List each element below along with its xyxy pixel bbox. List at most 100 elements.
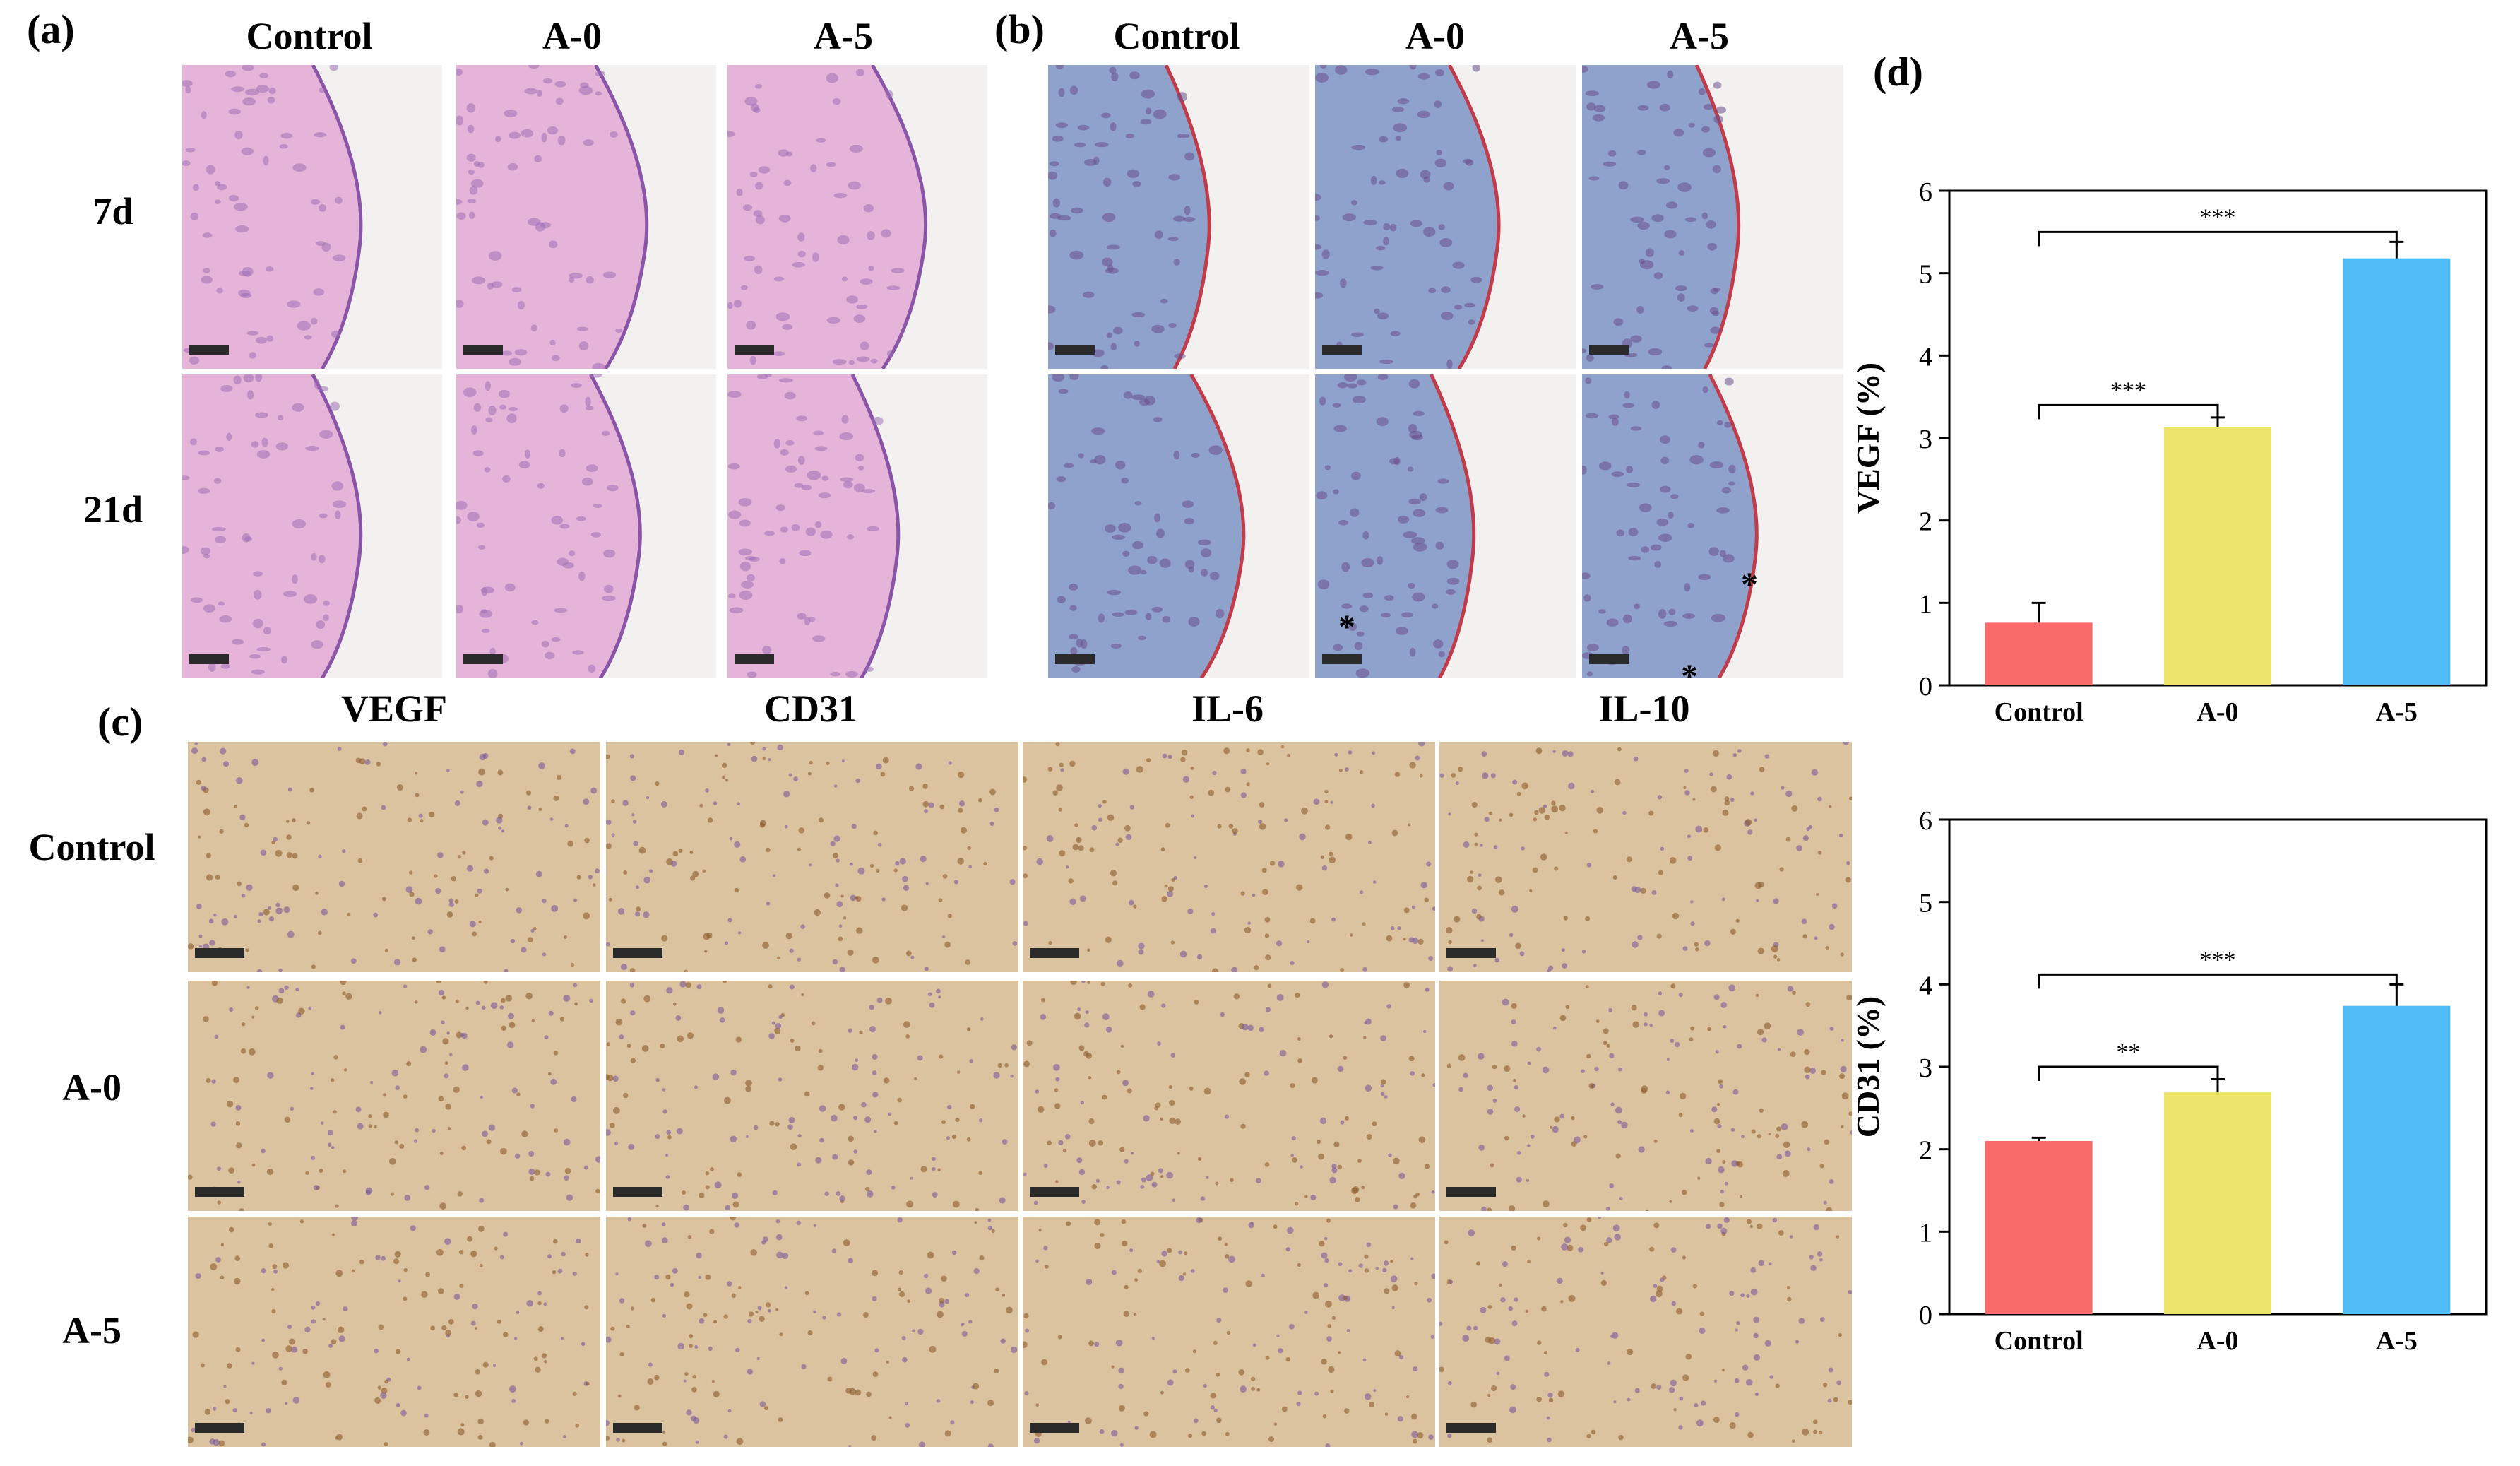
scale-bar: [1055, 345, 1095, 355]
significance-bracket: [2038, 403, 2219, 420]
panel-a-row-21d: 21d: [83, 488, 143, 531]
scale-bar: [1030, 948, 1079, 958]
significance-label: **: [2116, 1039, 2140, 1065]
y-tick-label: 4: [1919, 342, 1932, 372]
scale-bar: [189, 345, 229, 355]
y-tick-label: 2: [1919, 1136, 1932, 1166]
significance-bracket: [2038, 973, 2398, 989]
panel-b-col-a0: A-0: [1405, 15, 1465, 57]
scale-bar: [613, 1187, 662, 1197]
scale-bar: [463, 345, 503, 355]
significance-label: ***: [2200, 947, 2236, 973]
bar: [1985, 1141, 2093, 1314]
panel-c-row-control: Control: [28, 826, 155, 868]
y-tick-label: 3: [1919, 425, 1932, 454]
panel-c-row-a0: A-0: [62, 1066, 121, 1109]
panel-c-micrograph-1-1: [606, 981, 1018, 1211]
vegf-chart: 0 1 2 3 4 5 6 VEGF (%) Control A-0 A-5 *** ***: [1836, 162, 2514, 756]
x-tick-label: Control: [1995, 1326, 2084, 1356]
scale-bar: [1055, 654, 1095, 664]
panel-c-micrograph-0-3: [1439, 742, 1852, 972]
panel-a-micrograph-0-2: [727, 65, 987, 369]
x-tick-label: Control: [1995, 697, 2084, 727]
panel-c-micrograph-1-3: [1439, 981, 1852, 1211]
panel-c-col-cd31: CD31: [764, 687, 857, 730]
panel-c-micrograph-2-3: [1439, 1217, 1852, 1447]
x-tick-label: A-0: [2197, 1326, 2238, 1356]
bar: [1985, 622, 2093, 685]
panel-c-micrograph-2-0: [188, 1217, 600, 1447]
y-axis-label: CD31 (%): [1850, 996, 1886, 1138]
panel-a-micrograph-1-2: [727, 374, 987, 678]
panel-b-col-a5: A-5: [1670, 15, 1729, 57]
panel-c-row-a5: A-5: [62, 1309, 121, 1352]
scale-bar: [463, 654, 503, 664]
asterisk-annotation: *: [1338, 608, 1355, 646]
panel-c-micrograph-0-1: [606, 742, 1018, 972]
scale-bar: [1030, 1423, 1079, 1433]
panel-b-micrograph-1-2: [1582, 374, 1843, 678]
x-tick-label: A-5: [2376, 697, 2418, 727]
panel-b-micrograph-1-0: [1048, 374, 1309, 678]
y-tick-label: 0: [1919, 1301, 1932, 1330]
asterisk-annotation: *: [1681, 658, 1698, 695]
scale-bar: [1589, 654, 1629, 664]
panel-c-micrograph-0-0: [188, 742, 600, 972]
scale-bar: [613, 1423, 662, 1433]
panel-c-col-il10: IL-10: [1598, 687, 1690, 730]
y-tick-label: 5: [1919, 260, 1932, 290]
bar: [2164, 427, 2271, 685]
y-axis-label: VEGF (%): [1850, 362, 1886, 514]
panel-a-col-a5: A-5: [814, 15, 873, 57]
y-tick-label: 6: [1919, 806, 1932, 836]
scale-bar: [1589, 345, 1629, 355]
scale-bar: [1446, 948, 1496, 958]
panel-c-micrograph-2-1: [606, 1217, 1018, 1447]
scale-bar: [735, 654, 774, 664]
panel-c-label: (c): [97, 699, 143, 745]
scale-bar: [735, 345, 774, 355]
vegf-chart-svg: 0 1 2 3 4 5 6 VEGF (%) Control A-0 A-5 *** ***: [1850, 177, 2488, 727]
y-tick-label: 5: [1919, 889, 1932, 918]
panel-c-micrograph-1-0: [188, 981, 600, 1211]
panel-c-col-il6: IL-6: [1191, 687, 1264, 730]
panel-b-micrograph-0-1: [1315, 65, 1576, 369]
panel-a-micrograph-0-0: [182, 65, 442, 369]
panel-b-label: (b): [994, 6, 1045, 52]
panel-d-label: (d): [1873, 49, 1923, 95]
scale-bar: [1322, 654, 1362, 664]
y-tick-label: 1: [1919, 589, 1932, 619]
significance-bracket: [2038, 230, 2398, 247]
scale-bar: [1446, 1423, 1496, 1433]
panel-a-row-7d: 7d: [93, 190, 133, 232]
panel-b-micrograph-0-0: [1048, 65, 1309, 369]
panel-a-col-a0: A-0: [542, 15, 602, 57]
y-tick-label: 6: [1919, 177, 1932, 207]
scale-bar: [613, 948, 662, 958]
significance-label: ***: [2200, 204, 2236, 230]
scale-bar: [189, 654, 229, 664]
scale-bar: [1446, 1187, 1496, 1197]
panel-b-micrograph-0-2: [1582, 65, 1843, 369]
panel-b-micrograph-1-1: [1315, 374, 1576, 678]
y-tick-label: 0: [1919, 672, 1932, 702]
panel-a-micrograph-0-1: [456, 65, 716, 369]
panel-c-micrograph-2-2: [1023, 1217, 1435, 1447]
x-tick-label: A-0: [2197, 697, 2238, 727]
y-tick-label: 1: [1919, 1218, 1932, 1248]
significance-bracket: [2038, 1065, 2219, 1081]
panel-a-micrograph-1-1: [456, 374, 716, 678]
bar: [2343, 1005, 2451, 1314]
scale-bar: [195, 1423, 244, 1433]
cd31-chart: 0 1 2 3 4 5 6 CD31 (%) Control A-0 A-5 ** ***: [1836, 791, 2514, 1385]
y-tick-label: 3: [1919, 1053, 1932, 1083]
panel-c-col-vegf: VEGF: [340, 687, 447, 730]
scale-bar: [1030, 1187, 1079, 1197]
panel-a-label: (a): [27, 6, 75, 52]
panel-b-col-control: Control: [1113, 15, 1240, 57]
panel-c-micrograph-1-2: [1023, 981, 1435, 1211]
panel-c-micrograph-0-2: [1023, 742, 1435, 972]
significance-label: ***: [2110, 377, 2146, 403]
y-tick-label: 4: [1919, 971, 1932, 1000]
